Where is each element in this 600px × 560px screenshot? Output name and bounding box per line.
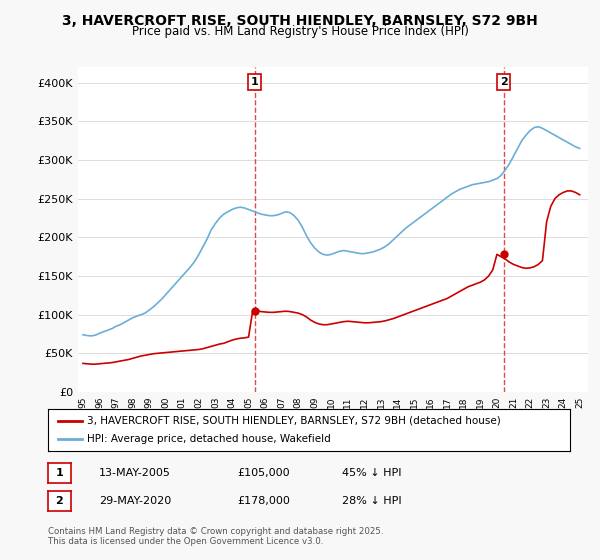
- Text: 3, HAVERCROFT RISE, SOUTH HIENDLEY, BARNSLEY, S72 9BH: 3, HAVERCROFT RISE, SOUTH HIENDLEY, BARN…: [62, 14, 538, 28]
- Text: 29-MAY-2020: 29-MAY-2020: [99, 496, 171, 506]
- Text: 2: 2: [56, 496, 63, 506]
- Text: 13-MAY-2005: 13-MAY-2005: [99, 468, 171, 478]
- Text: 28% ↓ HPI: 28% ↓ HPI: [342, 496, 401, 506]
- Text: 45% ↓ HPI: 45% ↓ HPI: [342, 468, 401, 478]
- Text: Contains HM Land Registry data © Crown copyright and database right 2025.
This d: Contains HM Land Registry data © Crown c…: [48, 526, 383, 546]
- Text: Price paid vs. HM Land Registry's House Price Index (HPI): Price paid vs. HM Land Registry's House …: [131, 25, 469, 38]
- Text: 2: 2: [500, 77, 508, 87]
- Text: £105,000: £105,000: [237, 468, 290, 478]
- Text: HPI: Average price, detached house, Wakefield: HPI: Average price, detached house, Wake…: [87, 434, 331, 444]
- Text: 3, HAVERCROFT RISE, SOUTH HIENDLEY, BARNSLEY, S72 9BH (detached house): 3, HAVERCROFT RISE, SOUTH HIENDLEY, BARN…: [87, 416, 501, 426]
- Text: 1: 1: [56, 468, 63, 478]
- Text: 1: 1: [251, 77, 259, 87]
- Text: £178,000: £178,000: [237, 496, 290, 506]
